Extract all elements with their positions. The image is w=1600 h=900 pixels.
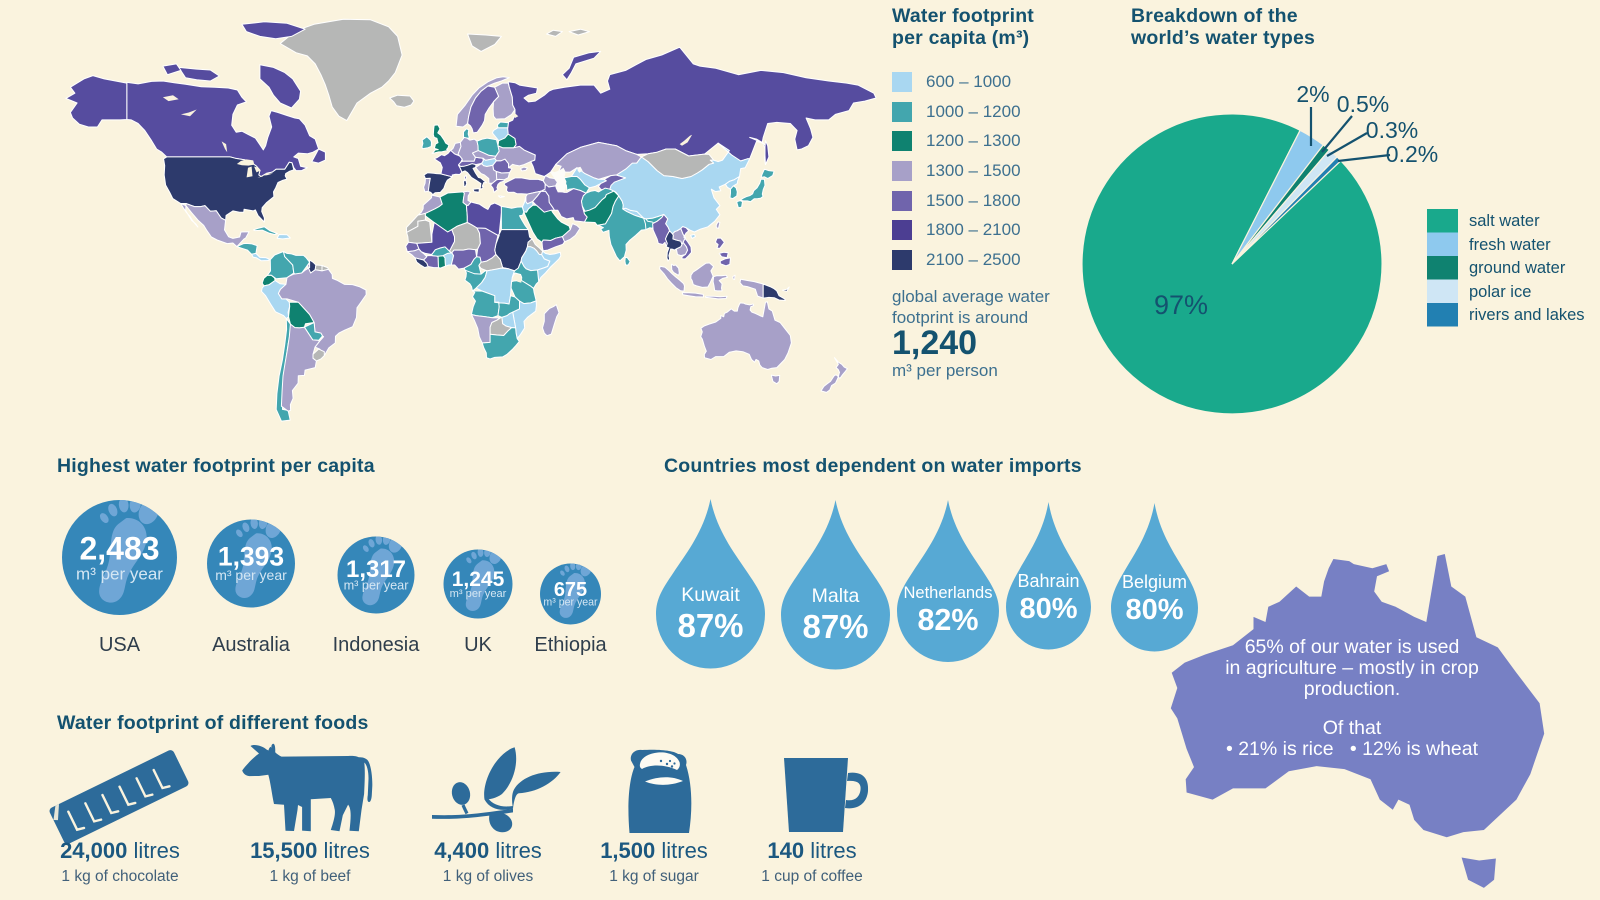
svg-text:• 21% is rice • 12% is wheat: • 21% is rice • 12% is wheat xyxy=(1226,738,1479,760)
svg-text:97%: 97% xyxy=(1154,290,1208,320)
svg-text:24,000 litres: 24,000 litres xyxy=(60,838,180,863)
svg-text:0.5%: 0.5% xyxy=(1337,91,1389,117)
svg-text:m³ per year: m³ per year xyxy=(344,579,410,593)
svg-text:87%: 87% xyxy=(677,607,743,644)
svg-text:80%: 80% xyxy=(1125,594,1183,626)
svg-text:4,400 litres: 4,400 litres xyxy=(434,838,542,863)
svg-text:m³ per year: m³ per year xyxy=(450,588,507,600)
svg-text:1,500 litres: 1,500 litres xyxy=(600,838,708,863)
svg-text:Kuwait: Kuwait xyxy=(681,584,740,606)
svg-text:m³ per year: m³ per year xyxy=(76,564,163,583)
svg-text:140 litres: 140 litres xyxy=(767,838,856,863)
svg-text:1 kg of olives: 1 kg of olives xyxy=(443,868,534,885)
svg-text:m³ per year: m³ per year xyxy=(215,567,287,583)
svg-text:87%: 87% xyxy=(802,608,868,645)
svg-text:2%: 2% xyxy=(1296,81,1329,107)
svg-text:675: 675 xyxy=(554,579,587,601)
svg-text:2,483: 2,483 xyxy=(79,531,159,567)
svg-text:0.3%: 0.3% xyxy=(1366,117,1418,143)
svg-text:82%: 82% xyxy=(917,603,978,637)
svg-text:production.: production. xyxy=(1304,678,1400,700)
svg-text:1 kg of sugar: 1 kg of sugar xyxy=(609,868,699,885)
svg-text:1 kg of beef: 1 kg of beef xyxy=(269,868,351,885)
svg-text:Of that: Of that xyxy=(1323,717,1382,739)
svg-text:UK: UK xyxy=(464,634,492,656)
svg-text:in agriculture – mostly in cro: in agriculture – mostly in crop xyxy=(1225,657,1479,679)
svg-text:65% of our water is used: 65% of our water is used xyxy=(1245,636,1460,658)
svg-text:Indonesia: Indonesia xyxy=(333,634,421,656)
svg-text:80%: 80% xyxy=(1019,593,1077,625)
svg-text:Ethiopia: Ethiopia xyxy=(534,634,607,656)
svg-text:fresh water: fresh water xyxy=(1469,236,1551,254)
svg-text:m³ per year: m³ per year xyxy=(543,597,598,609)
svg-text:0.2%: 0.2% xyxy=(1386,141,1438,167)
svg-text:1 cup of coffee: 1 cup of coffee xyxy=(761,868,862,885)
svg-text:Bahrain: Bahrain xyxy=(1017,571,1079,591)
svg-text:USA: USA xyxy=(99,634,141,656)
svg-text:ground water: ground water xyxy=(1469,259,1566,277)
svg-text:Australia: Australia xyxy=(212,634,291,656)
svg-text:1,317: 1,317 xyxy=(346,556,406,583)
svg-text:Netherlands: Netherlands xyxy=(904,584,993,602)
svg-text:1,245: 1,245 xyxy=(452,568,505,591)
svg-text:Malta: Malta xyxy=(812,585,860,607)
svg-text:1 kg of chocolate: 1 kg of chocolate xyxy=(61,868,178,885)
svg-text:Belgium: Belgium xyxy=(1122,572,1187,592)
svg-text:1,393: 1,393 xyxy=(218,542,284,572)
svg-text:rivers and lakes: rivers and lakes xyxy=(1469,306,1585,324)
svg-text:salt water: salt water xyxy=(1469,212,1540,230)
svg-text:15,500 litres: 15,500 litres xyxy=(250,838,370,863)
svg-text:polar ice: polar ice xyxy=(1469,283,1531,301)
